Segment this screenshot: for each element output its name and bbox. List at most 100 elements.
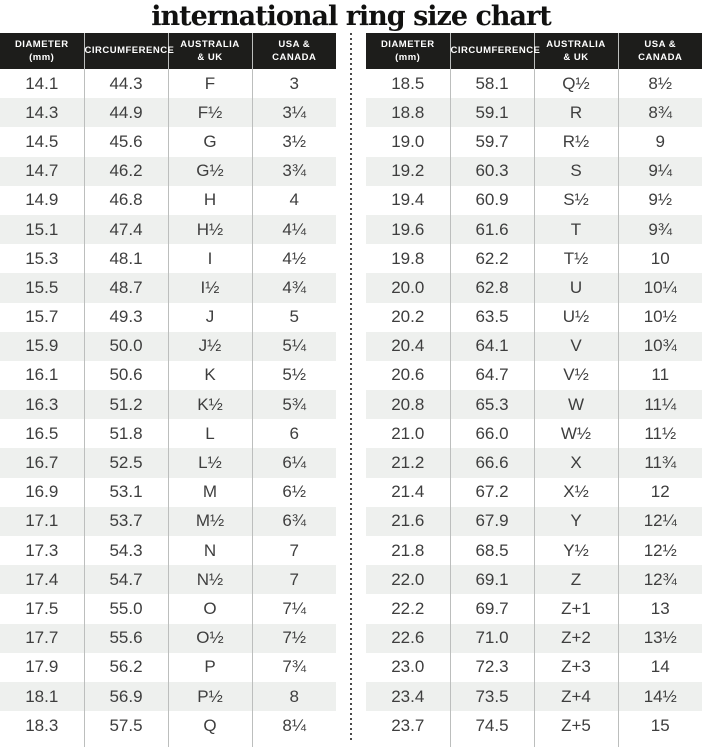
column-header-usa-canada: USA & CANADA — [617, 33, 702, 69]
spacer-cell — [533, 740, 618, 747]
table-cell: 44.3 — [83, 69, 168, 99]
table-cell: 16.7 — [25, 453, 59, 473]
table-cell: 15.1 — [25, 219, 59, 239]
table-cell: 68.5 — [449, 536, 534, 566]
table-row: 14.3 44.9 F½ 3¼ — [0, 98, 336, 128]
spacer-cell — [617, 740, 702, 747]
table-cell: 55.0 — [83, 594, 168, 624]
table-cell: K — [167, 360, 252, 391]
table-row: 20.8 65.3 W 11¼ — [366, 390, 702, 420]
table-cell: 64.7 — [449, 360, 534, 391]
table-row: 19.8 62.2 T½ 10 — [366, 244, 702, 274]
table-cell: 20.0 — [391, 277, 425, 297]
table-row: 15.5 48.7 I½ 4¾ — [0, 273, 336, 303]
table-cell: 7¼ — [251, 594, 336, 624]
table-row: 20.6 64.7 V½ 11 — [366, 360, 702, 391]
column-header-australia-uk: AUSTRALIA & UK — [533, 33, 618, 69]
ring-size-table-right: DIAMETER (mm) CIRCUMFERENCE AUSTRALIA & … — [366, 33, 702, 747]
table-cell: 19.6 — [391, 219, 425, 239]
table-cell: 17.5 — [25, 598, 59, 618]
table-cell: H — [167, 185, 252, 215]
table-cell: Y — [533, 506, 618, 536]
table-cell: N — [167, 536, 252, 566]
table-cell: 13½ — [617, 623, 702, 653]
table-cell: 10½ — [617, 302, 702, 332]
table-cell: 22.0 — [391, 569, 425, 589]
table-cell: 23.4 — [391, 686, 425, 706]
table-cell: 11 — [617, 360, 702, 391]
spacer-cell — [251, 740, 336, 747]
table-cell: 52.5 — [83, 448, 168, 478]
table-footer-spacer — [366, 740, 702, 747]
table-cell: 15.3 — [25, 248, 59, 268]
table-row: 21.4 67.2 X½ 12 — [366, 477, 702, 507]
table-cell: 64.1 — [449, 331, 534, 361]
table-cell: 19.2 — [391, 161, 425, 181]
table-cell: T½ — [533, 244, 618, 274]
table-cell: 55.6 — [83, 623, 168, 653]
table-cell: 54.7 — [83, 565, 168, 595]
table-header-left: DIAMETER (mm) CIRCUMFERENCE AUSTRALIA & … — [0, 33, 336, 69]
table-cell: 8 — [251, 681, 336, 712]
table-cell: 21.2 — [391, 453, 425, 473]
table-cell: M½ — [167, 506, 252, 536]
table-cell: V½ — [533, 360, 618, 391]
table-row: 22.6 71.0 Z+2 13½ — [366, 623, 702, 653]
table-cell: 67.2 — [449, 477, 534, 507]
table-cell: 11½ — [617, 419, 702, 449]
table-cell: O — [167, 594, 252, 624]
table-cell: W½ — [533, 419, 618, 449]
table-cell: 20.2 — [391, 307, 425, 327]
table-cell: 65.3 — [449, 390, 534, 420]
table-cell: 8¼ — [251, 711, 336, 741]
table-row: 17.3 54.3 N 7 — [0, 536, 336, 566]
spacer-cell — [0, 740, 84, 747]
table-row: 14.7 46.2 G½ 3¾ — [0, 156, 336, 186]
table-cell: 69.7 — [449, 594, 534, 624]
table-cell: 3½ — [251, 127, 336, 157]
table-cell: 60.9 — [449, 185, 534, 215]
table-cell: 10¼ — [617, 273, 702, 303]
table-cell: 6¾ — [251, 506, 336, 536]
table-cell: 9 — [617, 127, 702, 157]
table-row: 19.2 60.3 S 9¼ — [366, 156, 702, 186]
column-header-circumference: CIRCUMFERENCE — [449, 33, 540, 69]
column-header-usa-canada: USA & CANADA — [251, 33, 336, 69]
table-cell: 18.1 — [25, 686, 59, 706]
table-cell: U½ — [533, 302, 618, 332]
table-cell: 6½ — [251, 477, 336, 507]
table-cell: 6 — [251, 419, 336, 449]
dotted-divider-line — [350, 33, 352, 741]
table-row: 16.3 51.2 K½ 5¾ — [0, 390, 336, 420]
table-cell: W — [533, 390, 618, 420]
table-cell: 7¾ — [251, 652, 336, 682]
table-cell: 16.5 — [25, 423, 59, 443]
table-cell: 9½ — [617, 185, 702, 215]
table-cell: 22.2 — [391, 598, 425, 618]
table-cell: J — [167, 302, 252, 332]
table-cell: 44.9 — [83, 98, 168, 128]
table-cell: 61.6 — [449, 214, 534, 245]
table-row: 20.2 63.5 U½ 10½ — [366, 302, 702, 332]
table-cell: 13 — [617, 594, 702, 624]
table-cell: 18.8 — [391, 102, 425, 122]
table-cell: P — [167, 652, 252, 682]
table-gap — [336, 33, 366, 747]
table-row: 21.8 68.5 Y½ 12½ — [366, 536, 702, 566]
table-row: 17.1 53.7 M½ 6¾ — [0, 506, 336, 536]
table-cell: T — [533, 214, 618, 245]
table-cell: S — [533, 156, 618, 186]
table-row: 17.4 54.7 N½ 7 — [0, 565, 336, 595]
table-cell: 50.0 — [83, 331, 168, 361]
table-cell: L½ — [167, 448, 252, 478]
table-cell: Z+4 — [533, 681, 618, 712]
table-cell: 4¾ — [251, 273, 336, 303]
table-cell: G — [167, 127, 252, 157]
table-cell: 23.7 — [391, 715, 425, 735]
table-cell: 54.3 — [83, 536, 168, 566]
table-row: 20.0 62.8 U 10¼ — [366, 273, 702, 303]
table-cell: 45.6 — [83, 127, 168, 157]
table-cell: 11¼ — [617, 390, 702, 420]
table-body-left: 14.1 44.3 F 3 14.3 44.9 F½ 3¼ 14.5 45.6 G 3½ 14.7 46.… — [0, 69, 336, 747]
